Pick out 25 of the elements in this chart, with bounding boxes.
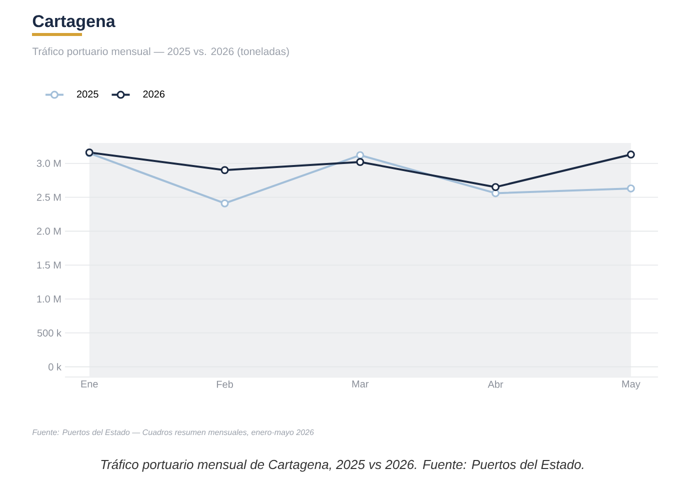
point — [492, 183, 500, 192]
point — [220, 166, 229, 174]
point — [626, 150, 635, 159]
y-tick-label: 3.0 M — [36, 160, 61, 167]
point — [220, 199, 229, 208]
x-tick-label: Abr — [488, 380, 504, 388]
y-tick-label: 2.5 M — [36, 194, 61, 201]
y-tick-label: 2.0 M — [36, 228, 61, 235]
source-note: Fuente: Puertos del Estado — Cuadros resumen mensuales, enero-mayo 2026 — [32, 429, 314, 437]
y-tick-label: 1.0 M — [37, 295, 61, 303]
text: Tráfico portuario mensual de Cartagena, 2025 vs 2026. Fuente: Puertos del Estado. — [101, 459, 584, 472]
chart-subtitle: Tráfico portuario mensual — 2025 vs. 2026 (toneladas) — [32, 47, 289, 58]
legend-label: 2026 — [143, 90, 165, 98]
y-tick-label: 500 k — [37, 329, 62, 337]
x-tick-label: May — [622, 380, 640, 390]
point — [356, 158, 364, 166]
legend-label: 2025 — [76, 90, 98, 98]
y-tick-label: 1.5 M — [37, 262, 61, 269]
x-tick-label: Mar — [352, 380, 369, 388]
y-tick-label: 0 k — [48, 363, 62, 370]
point — [626, 184, 635, 192]
x-tick-label: Feb — [216, 380, 233, 388]
point — [356, 151, 364, 160]
chart-title: Cartagena — [32, 15, 116, 31]
x-tick-label: Ene — [81, 380, 98, 388]
